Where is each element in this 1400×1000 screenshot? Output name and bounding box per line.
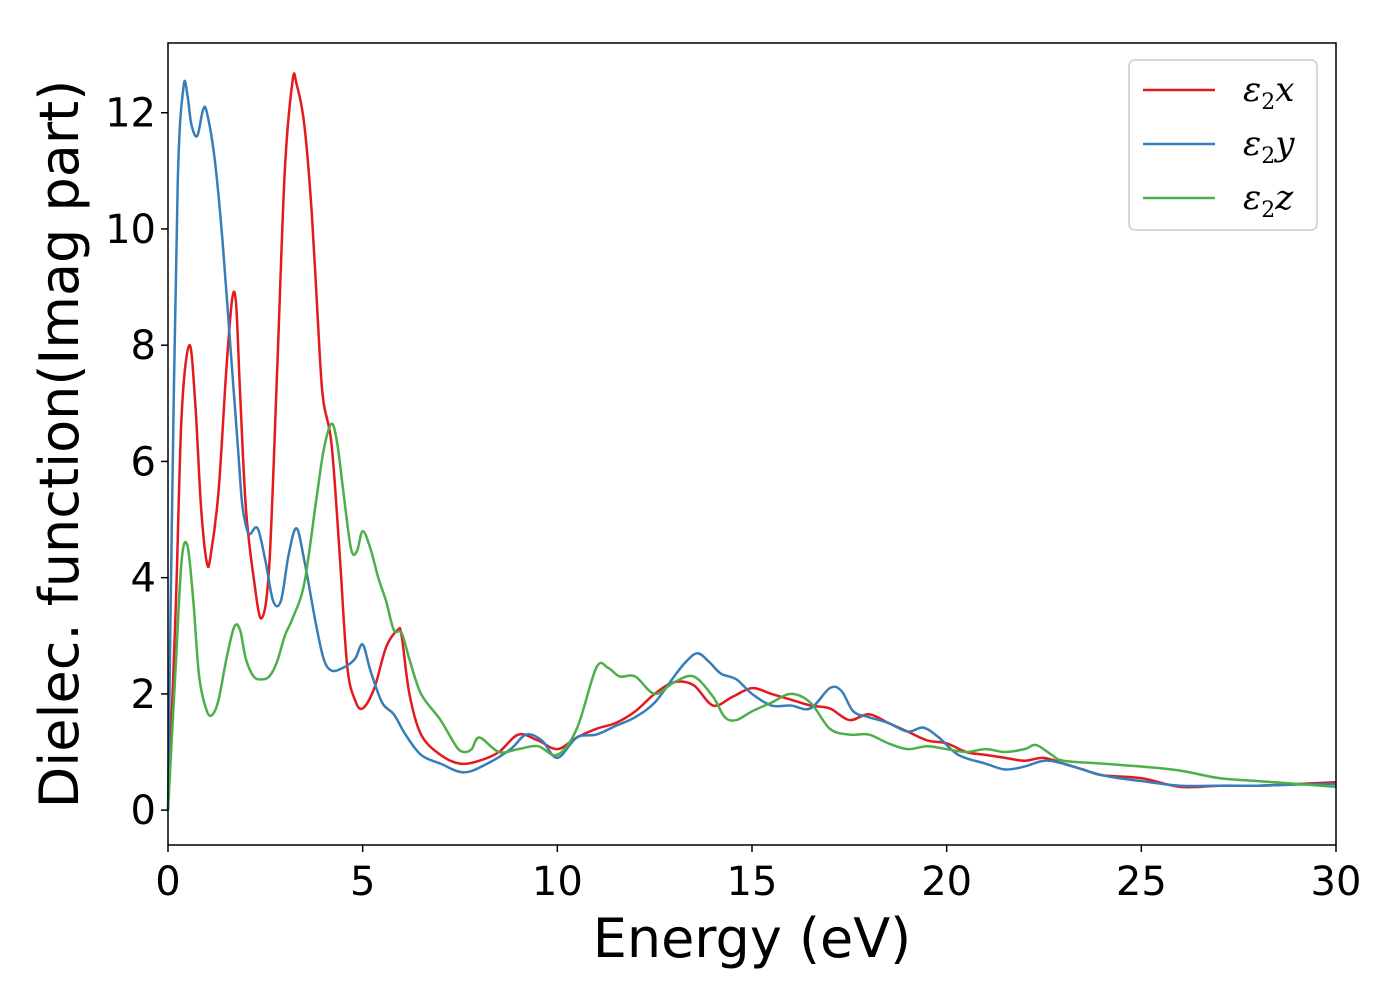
- x-axis-title: Energy (eV): [593, 907, 912, 970]
- x-tick-label: 5: [350, 859, 375, 905]
- series-line-x: [166, 72, 1337, 811]
- legend: ε2x ε2y ε2z: [1128, 59, 1318, 231]
- x-tick-label: 15: [727, 859, 778, 905]
- ticks-layer: 0 5 10 15 20 25 30 0 2 4 6 8 10 12: [105, 91, 1361, 905]
- series-layer: [166, 72, 1337, 811]
- x-tick-label: 10: [532, 859, 583, 905]
- y-tick-label: 2: [131, 672, 156, 718]
- legend-label-z: ε2z: [1243, 178, 1294, 223]
- x-tick-label: 20: [921, 859, 972, 905]
- y-tick-label: 4: [131, 556, 156, 602]
- y-tick-label: 8: [131, 323, 156, 369]
- x-tick-label: 0: [155, 859, 180, 905]
- y-tick-label: 6: [131, 439, 156, 485]
- x-tick-label: 30: [1311, 859, 1362, 905]
- y-tick-label: 0: [131, 788, 156, 834]
- legend-label-y: ε2y: [1243, 124, 1295, 169]
- series-line-y: [166, 79, 1337, 811]
- y-tick-label: 10: [105, 207, 156, 253]
- legend-items: ε2x ε2y ε2z: [1143, 70, 1295, 223]
- legend-label-x: ε2x: [1243, 70, 1294, 115]
- legend-box: [1128, 59, 1318, 231]
- y-axis-title: Dielec. function(Imag part): [28, 80, 91, 809]
- x-tick-label: 25: [1116, 859, 1167, 905]
- y-tick-label: 12: [105, 91, 156, 137]
- series-line-z: [166, 422, 1337, 811]
